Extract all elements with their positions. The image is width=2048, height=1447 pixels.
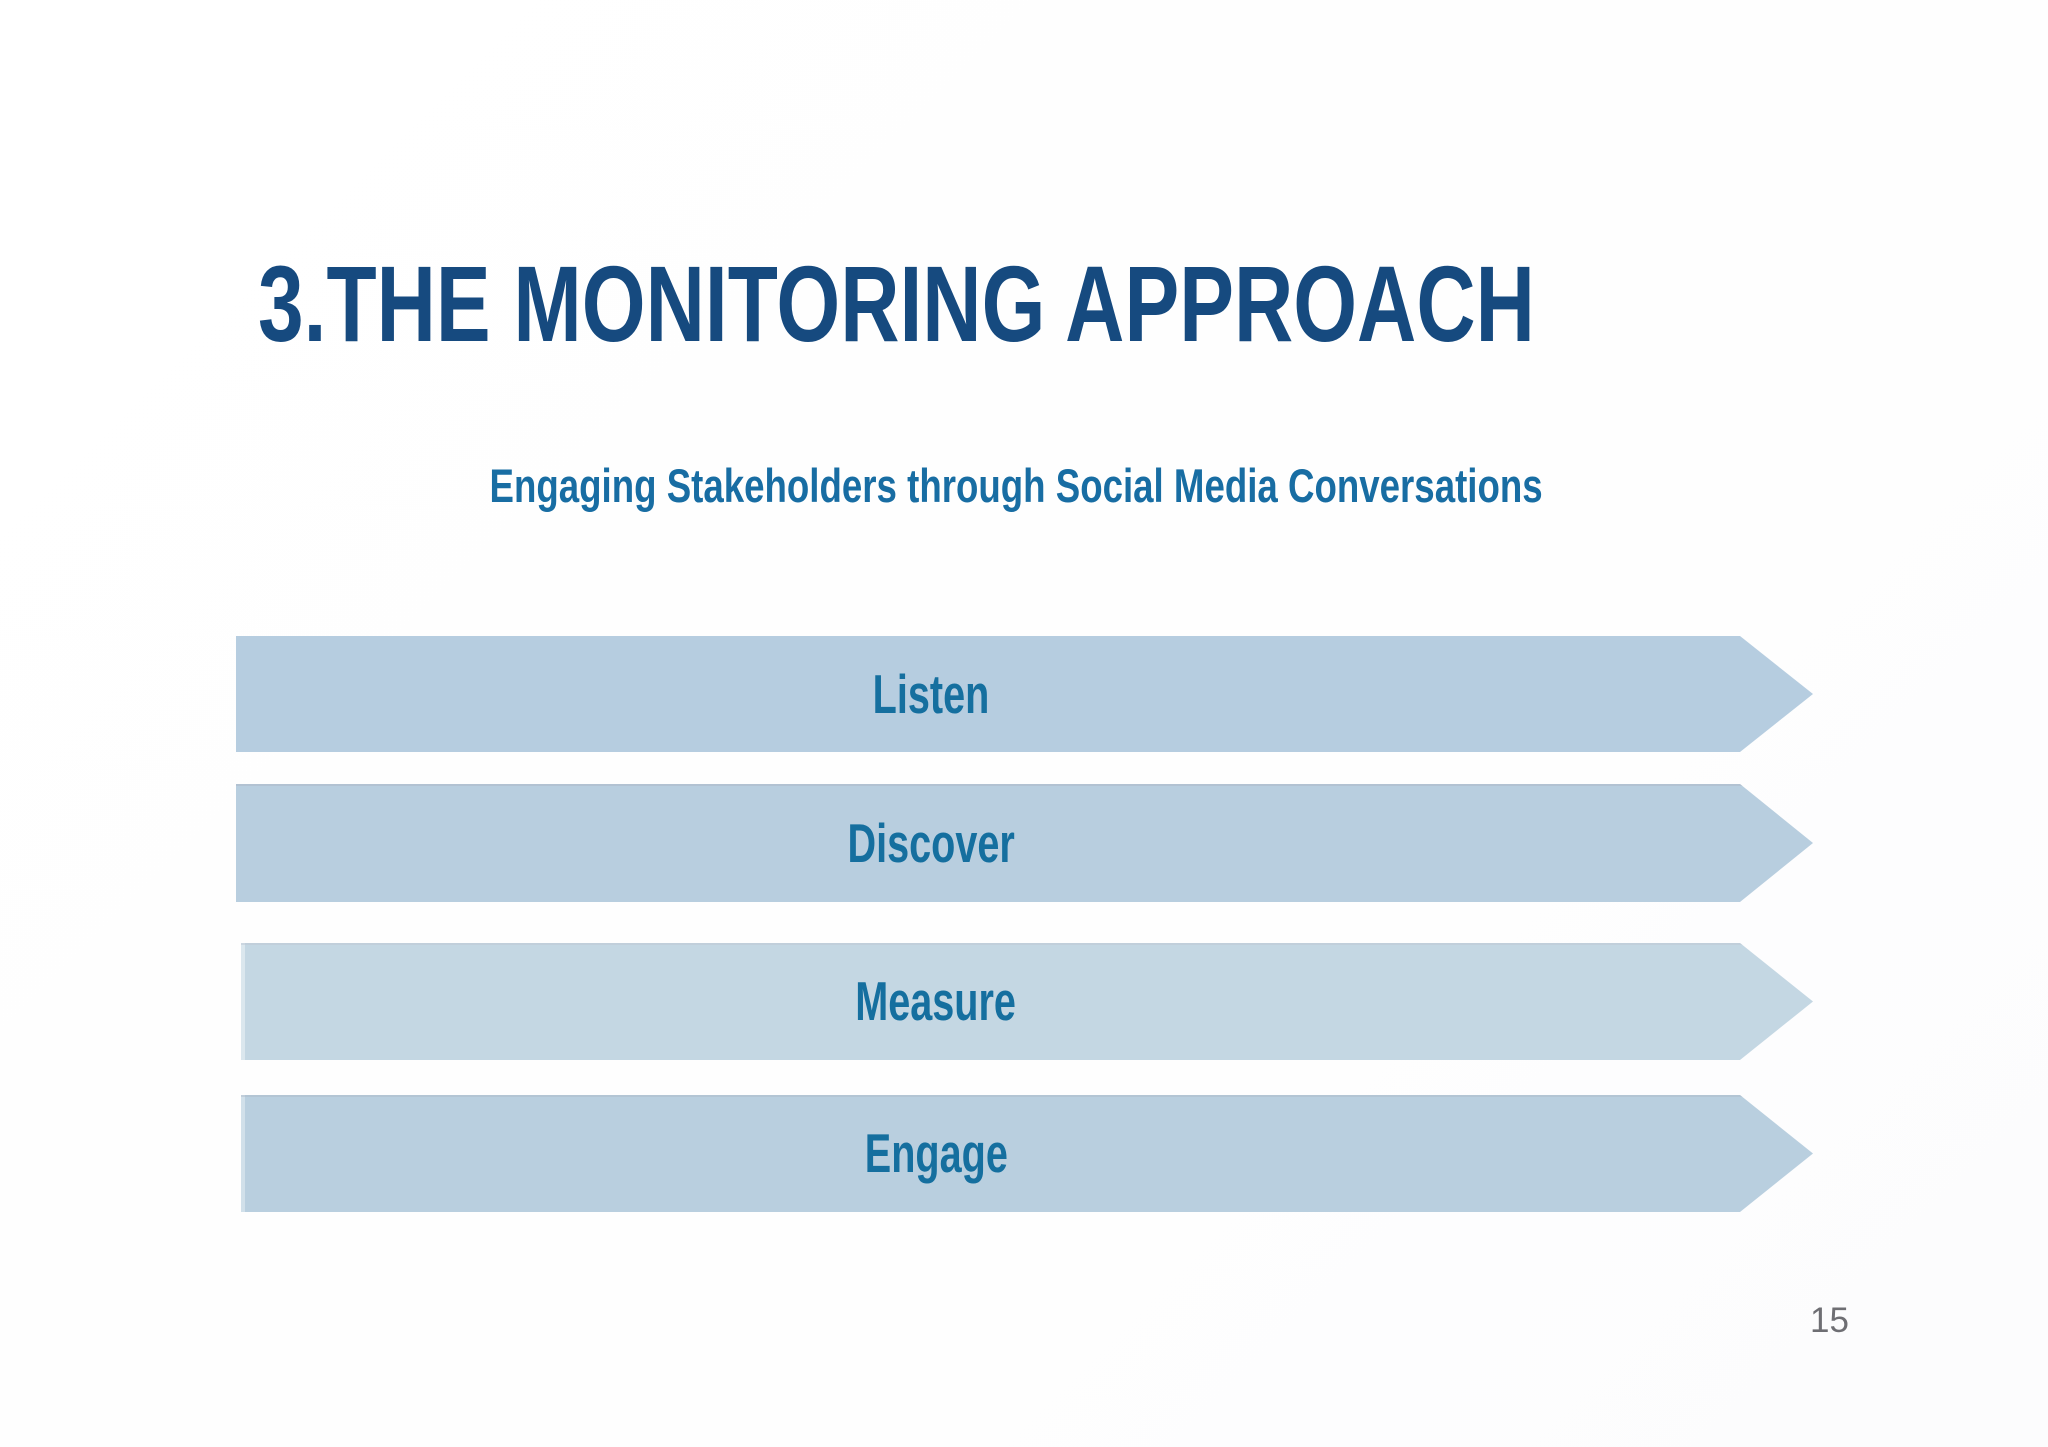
slide-subtitle-text: Engaging Stakeholders through Social Med… — [489, 459, 1543, 512]
page-number: 15 — [1810, 1301, 1849, 1340]
process-arrow-listen: Listen — [236, 636, 1813, 752]
process-arrow-label: Listen — [872, 662, 990, 725]
process-arrow-engage: Engage — [241, 1095, 1813, 1212]
process-arrow-label: Measure — [855, 970, 1017, 1032]
process-arrow-label-box: Discover — [236, 784, 1626, 902]
slide-subtitle: Engaging Stakeholders through Social Med… — [236, 462, 1796, 509]
process-arrow-label: Discover — [847, 811, 1015, 874]
process-arrow-discover: Discover — [236, 784, 1813, 902]
process-arrow-label-box: Engage — [241, 1095, 1631, 1212]
process-arrow-label: Engage — [864, 1122, 1008, 1184]
page-title-text: 3.THE MONITORING APPROACH — [258, 243, 1535, 364]
page-title: 3.THE MONITORING APPROACH — [258, 250, 1938, 358]
process-arrow-label-box: Measure — [241, 943, 1631, 1060]
process-arrow-measure: Measure — [241, 943, 1813, 1060]
process-arrow-label-box: Listen — [236, 636, 1626, 752]
